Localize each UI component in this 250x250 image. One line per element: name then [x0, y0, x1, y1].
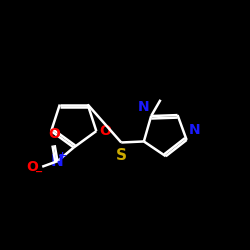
Text: N: N: [189, 124, 200, 138]
Text: O: O: [99, 124, 111, 138]
Text: +: +: [58, 151, 68, 161]
Text: N: N: [138, 100, 149, 114]
Text: N: N: [51, 154, 64, 169]
Text: O: O: [26, 160, 38, 174]
Text: S: S: [116, 148, 127, 163]
Text: −: −: [36, 167, 44, 177]
Text: O: O: [49, 127, 60, 141]
